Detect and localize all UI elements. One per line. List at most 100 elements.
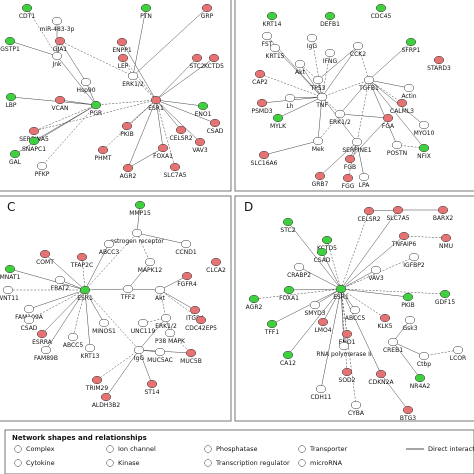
network-node: PFKP — [35, 161, 50, 178]
network-node: FOXA1 — [153, 143, 173, 160]
node-shape — [306, 33, 318, 43]
network-edge — [289, 96, 323, 99]
node-shape — [208, 53, 220, 63]
legend-label: microRNA — [310, 459, 343, 467]
network-node: RNA polymerase II — [316, 341, 372, 358]
node-label: TGFB1 — [358, 85, 379, 92]
node-label: GSTP1 — [0, 46, 20, 53]
network-node: KRT13 — [81, 343, 100, 360]
node-shape — [349, 305, 361, 315]
network-edge — [340, 288, 386, 319]
node-shape — [272, 113, 284, 123]
node-shape — [169, 162, 181, 172]
network-node: SERPINE1 — [342, 137, 372, 154]
network-edge — [155, 99, 201, 143]
node-shape — [28, 136, 40, 146]
node-shape — [282, 350, 294, 360]
kinase-icon — [106, 459, 114, 467]
network-node: CCK2 — [350, 41, 366, 58]
node-shape — [312, 136, 324, 146]
node-label: SLC7A5 — [386, 215, 409, 222]
node-label: ERK1/2 — [329, 119, 351, 126]
network-node: ESR1 — [148, 95, 164, 112]
network-node: ALDH3B2 — [92, 392, 120, 409]
node-shape — [127, 71, 139, 81]
network-node: FGG — [342, 173, 355, 190]
node-shape — [122, 284, 134, 294]
panel-c-letter: C — [7, 200, 15, 214]
network-edge — [26, 7, 58, 57]
node-label: Hsp90 — [76, 87, 95, 94]
network-node: POSTN — [387, 140, 407, 157]
network-node: MUC5B — [180, 348, 202, 365]
network-edge — [132, 7, 208, 77]
network-node: DEFB1 — [320, 11, 340, 28]
network-node: Ctbp — [417, 351, 431, 368]
node-shape — [352, 41, 364, 51]
node-shape — [363, 206, 375, 216]
network-edge — [314, 288, 342, 306]
network-edge — [288, 288, 342, 291]
node-shape — [79, 285, 91, 295]
node-shape — [40, 345, 52, 355]
node-label: Akt — [295, 69, 306, 76]
network-edge — [84, 289, 140, 351]
node-label: STC2 — [280, 227, 295, 234]
node-label: VCAN — [52, 105, 69, 112]
network-edge — [59, 99, 97, 106]
node-shape — [324, 11, 336, 21]
node-shape — [39, 249, 51, 259]
node-shape — [418, 143, 430, 153]
network-edge — [339, 79, 370, 115]
node-shape — [392, 205, 404, 215]
network-edge — [45, 289, 86, 351]
node-shape — [36, 329, 48, 339]
node-label: estrogen receptor — [110, 238, 164, 245]
network-edge — [127, 288, 161, 291]
network-edge — [56, 40, 61, 57]
node-label: BTG3 — [400, 415, 416, 422]
network-edge — [321, 45, 359, 98]
network-edge — [403, 235, 447, 239]
node-shape — [210, 257, 222, 267]
network-node: NR4A2 — [410, 373, 430, 390]
ion-channel-icon — [106, 445, 114, 453]
network-edge — [95, 99, 157, 106]
node-label: CAP2 — [252, 79, 268, 86]
node-shape — [316, 92, 328, 102]
node-shape — [309, 300, 321, 310]
node-label: LBP — [5, 102, 16, 109]
node-shape — [131, 228, 143, 238]
network-node: SLC7A5 — [386, 205, 410, 222]
node-label: PFKP — [35, 171, 50, 178]
node-label: ABCC3 — [99, 249, 119, 256]
network-edge — [317, 113, 341, 142]
network-node: COMT — [36, 249, 54, 266]
network-edge — [159, 289, 196, 311]
node-shape — [103, 239, 115, 249]
node-label: POSTN — [387, 150, 407, 157]
network-node: GJA1 — [53, 36, 67, 53]
network-edge — [105, 349, 140, 398]
legend-label: Ion channel — [118, 445, 156, 453]
node-label: PKIB — [401, 302, 414, 309]
network-node: CELSR2 — [169, 125, 193, 142]
node-shape — [248, 294, 260, 304]
node-label: FST — [262, 41, 273, 48]
network-edge — [9, 40, 58, 57]
network-edge — [155, 57, 215, 101]
network-edge — [321, 52, 331, 98]
network-node: SNAPC1 — [22, 136, 46, 153]
node-shape — [54, 275, 66, 285]
node-shape — [314, 171, 326, 181]
network-edge — [41, 104, 97, 167]
transporter-icon — [298, 445, 306, 453]
node-label: FOXA1 — [153, 153, 173, 160]
network-edge — [59, 40, 134, 77]
network-node: Akt — [294, 59, 306, 76]
network-node: ABCC3 — [99, 239, 119, 256]
complex-icon — [14, 445, 22, 453]
node-label: NFIX — [417, 153, 431, 160]
legend: Network shapes and relationships Complex… — [4, 429, 474, 474]
network-node: LPA — [359, 172, 370, 189]
